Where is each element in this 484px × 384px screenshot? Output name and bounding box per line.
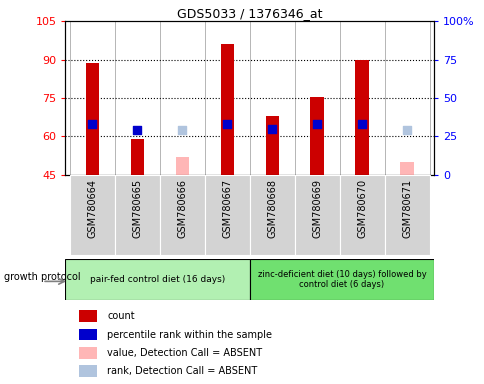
Text: percentile rank within the sample: percentile rank within the sample bbox=[107, 329, 272, 339]
Bar bbox=[310, 97, 323, 175]
Bar bbox=[86, 63, 99, 175]
Bar bbox=[78, 365, 96, 377]
Text: zinc-deficient diet (10 days) followed by
control diet (6 days): zinc-deficient diet (10 days) followed b… bbox=[257, 270, 425, 289]
Text: GSM780669: GSM780669 bbox=[312, 179, 321, 238]
Text: GSM780664: GSM780664 bbox=[87, 179, 97, 238]
Bar bbox=[175, 157, 189, 175]
Bar bbox=[115, 175, 160, 255]
Text: GSM780671: GSM780671 bbox=[401, 179, 411, 238]
Bar bbox=[384, 175, 429, 255]
Text: GSM780668: GSM780668 bbox=[267, 179, 277, 238]
Bar bbox=[294, 175, 339, 255]
Bar bbox=[220, 44, 234, 175]
Point bbox=[402, 127, 410, 133]
Text: GSM780667: GSM780667 bbox=[222, 179, 232, 238]
Bar bbox=[355, 60, 368, 175]
Text: rank, Detection Call = ABSENT: rank, Detection Call = ABSENT bbox=[107, 366, 257, 376]
Text: growth protocol: growth protocol bbox=[3, 272, 80, 282]
Point bbox=[133, 127, 141, 133]
Text: count: count bbox=[107, 311, 135, 321]
Bar bbox=[265, 116, 278, 175]
Bar bbox=[399, 162, 413, 175]
Bar bbox=[160, 175, 204, 255]
Bar bbox=[65, 259, 249, 300]
Text: GSM780670: GSM780670 bbox=[356, 179, 366, 238]
Point bbox=[178, 127, 186, 133]
Text: GSM780666: GSM780666 bbox=[177, 179, 187, 238]
Point bbox=[313, 121, 320, 127]
Bar bbox=[78, 329, 96, 340]
Point bbox=[223, 121, 231, 127]
Text: GSM780665: GSM780665 bbox=[132, 179, 142, 238]
Bar bbox=[130, 139, 144, 175]
Point bbox=[89, 121, 96, 127]
Text: value, Detection Call = ABSENT: value, Detection Call = ABSENT bbox=[107, 348, 262, 358]
Bar bbox=[249, 259, 433, 300]
Bar bbox=[339, 175, 384, 255]
Bar bbox=[249, 175, 294, 255]
Title: GDS5033 / 1376346_at: GDS5033 / 1376346_at bbox=[177, 7, 322, 20]
Bar bbox=[204, 175, 249, 255]
Point bbox=[268, 126, 275, 132]
Bar bbox=[78, 347, 96, 359]
Bar bbox=[70, 175, 115, 255]
Bar bbox=[78, 311, 96, 322]
Point bbox=[358, 121, 365, 127]
Text: pair-fed control diet (16 days): pair-fed control diet (16 days) bbox=[90, 275, 225, 284]
